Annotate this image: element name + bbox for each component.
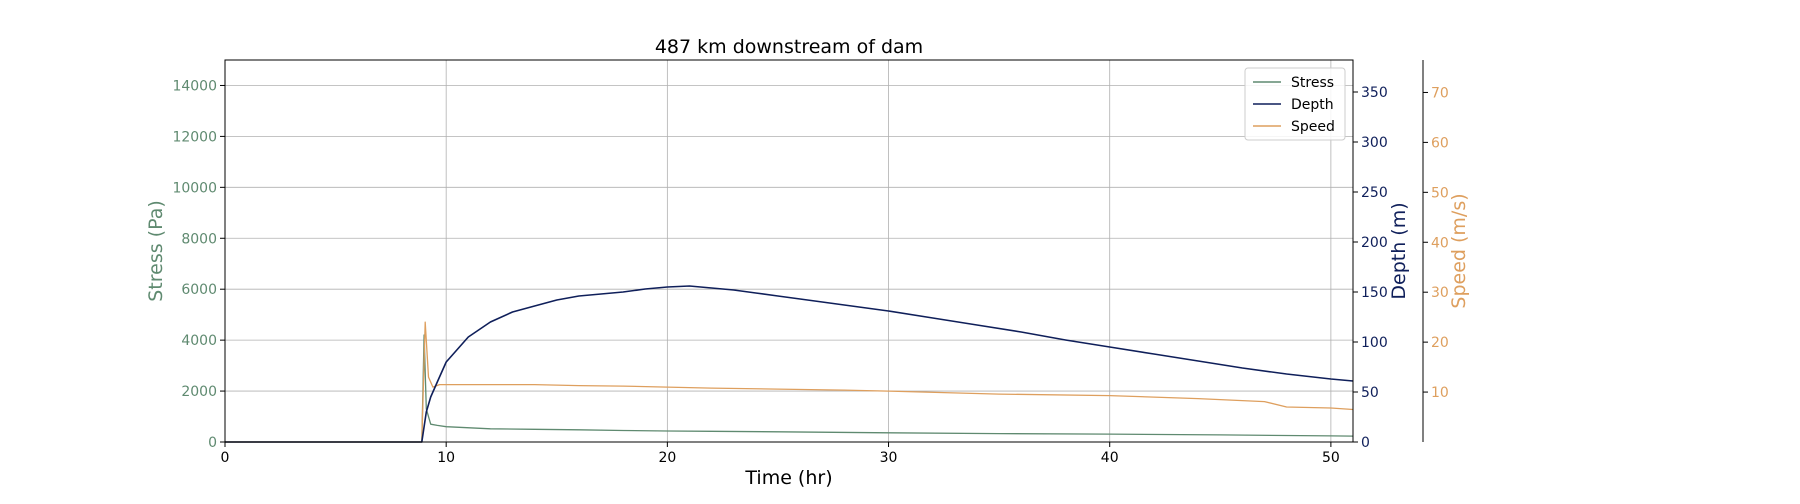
stress-tick-label: 10000	[172, 180, 217, 196]
depth-tick-label: 250	[1361, 185, 1388, 201]
x-tick-label: 0	[221, 450, 230, 466]
chart-title: 487 km downstream of dam	[655, 36, 923, 58]
x-axis-label: Time (hr)	[744, 467, 832, 489]
x-tick-label: 50	[1322, 450, 1340, 466]
x-tick-label: 20	[658, 450, 676, 466]
legend-label-stress: Stress	[1291, 75, 1334, 91]
depth-tick-label: 350	[1361, 85, 1388, 101]
x-tick-label: 10	[437, 450, 455, 466]
stress-tick-label: 0	[208, 435, 217, 451]
series-line-depth	[225, 285, 1354, 443]
stress-tick-label: 4000	[181, 333, 217, 349]
legend-box	[1244, 67, 1346, 141]
speed-tick-label: 60	[1431, 135, 1449, 151]
series-line-stress	[225, 334, 1354, 443]
series-line-speed	[225, 321, 1354, 443]
stress-tick-label: 8000	[181, 231, 217, 247]
stress-tick-label: 2000	[181, 384, 217, 400]
plot-frame	[224, 59, 1354, 443]
speed-tick-label: 40	[1431, 235, 1449, 251]
stress-tick-label: 12000	[172, 129, 217, 145]
plot-area	[225, 285, 1354, 443]
legend-label-speed: Speed	[1291, 119, 1335, 135]
depth-tick-label: 200	[1361, 235, 1388, 251]
speed-tick-label: 20	[1431, 335, 1449, 351]
stress-axis-label: Stress (Pa)	[145, 200, 167, 302]
depth-tick-label: 300	[1361, 135, 1388, 151]
speed-tick-label: 10	[1431, 385, 1449, 401]
speed-tick-label: 70	[1431, 85, 1449, 101]
grid	[224, 60, 1353, 443]
speed-axis-label: Speed (m/s)	[1448, 193, 1470, 308]
speed-tick-label: 50	[1431, 185, 1449, 201]
depth-tick-label: 150	[1361, 285, 1388, 301]
legend: Stress Depth Speed	[1244, 67, 1346, 141]
depth-axis-label: Depth (m)	[1388, 202, 1410, 299]
x-tick-label: 30	[880, 450, 898, 466]
depth-tick-label: 50	[1361, 385, 1379, 401]
stress-tick-label: 14000	[172, 78, 217, 94]
x-tick-label: 40	[1101, 450, 1119, 466]
legend-label-depth: Depth	[1291, 97, 1334, 113]
axes: 0 10 20 30 40 5002000400060008000100001200014…	[172, 60, 1449, 466]
depth-tick-label: 100	[1361, 335, 1388, 351]
speed-tick-label: 30	[1431, 285, 1449, 301]
depth-tick-label: 0	[1361, 435, 1370, 451]
stress-tick-label: 6000	[181, 282, 217, 298]
